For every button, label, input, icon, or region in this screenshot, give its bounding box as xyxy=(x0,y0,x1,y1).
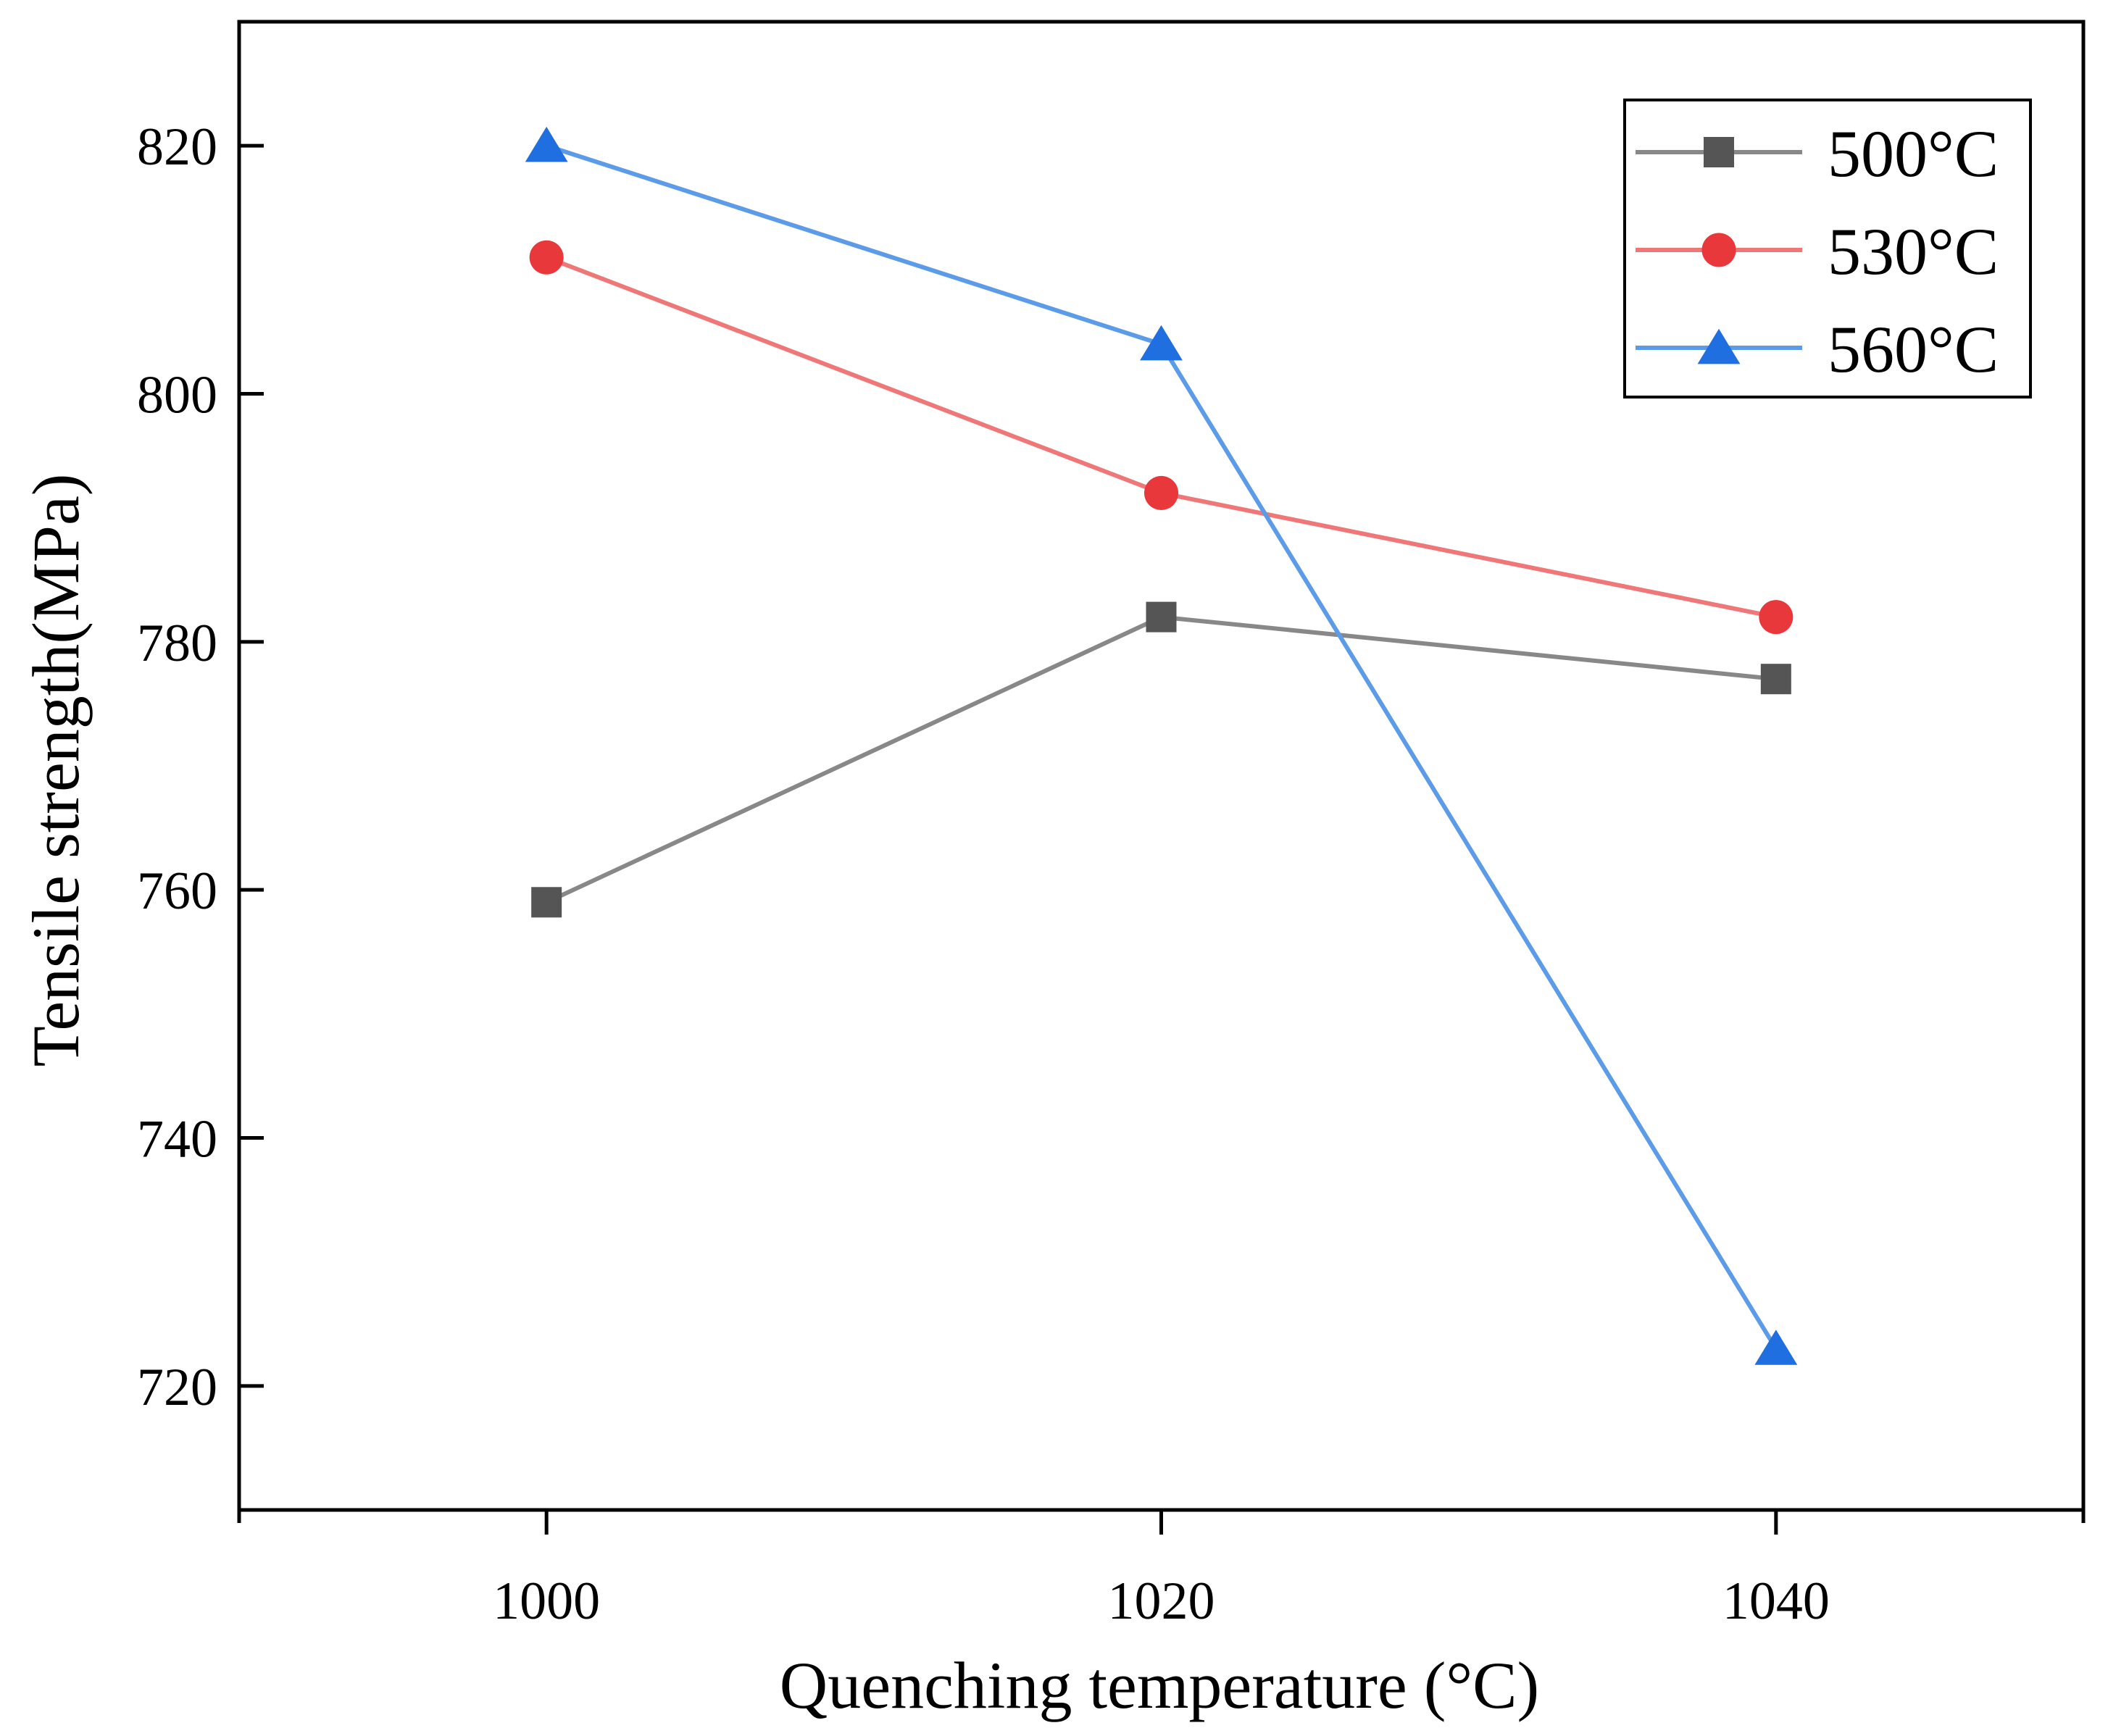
series-530°C xyxy=(529,240,1794,635)
series-500°C xyxy=(531,601,1791,918)
legend-label: 500°C xyxy=(1828,117,1999,191)
y-tick-label: 820 xyxy=(137,117,217,177)
y-tick-label: 740 xyxy=(137,1110,217,1169)
x-axis: 1000 1020 1040 xyxy=(237,1510,2086,1631)
y-tick-label: 780 xyxy=(137,614,217,673)
y-tick-label: 760 xyxy=(137,861,217,921)
legend-marker xyxy=(1701,233,1736,267)
x-axis-title: Quenching temperature (°C) xyxy=(780,1648,1539,1722)
y-tick-label: 800 xyxy=(137,366,217,425)
data-point xyxy=(529,240,564,275)
legend-item: 560°C xyxy=(1636,312,1999,386)
data-point xyxy=(525,126,568,162)
series-560°C xyxy=(525,126,1798,1365)
data-point xyxy=(1146,601,1177,633)
legend-item: 500°C xyxy=(1636,117,1999,191)
data-point xyxy=(1754,1330,1798,1365)
series-line xyxy=(546,255,1777,619)
y-tick-label: 720 xyxy=(137,1358,217,1417)
x-tick-label: 1040 xyxy=(1722,1572,1830,1631)
data-point xyxy=(1143,475,1179,510)
data-point xyxy=(1760,664,1791,695)
series-line xyxy=(545,614,1777,905)
y-axis-title: Tensile strength(MPa) xyxy=(19,474,93,1067)
legend: 500°C 530°C 560°C xyxy=(1623,99,2032,398)
legend-marker xyxy=(1697,328,1741,364)
data-point xyxy=(531,887,562,918)
legend-marker xyxy=(1704,137,1734,167)
x-tick-label: 1000 xyxy=(493,1572,600,1631)
series-layer xyxy=(525,126,1798,1365)
legend-label: 530°C xyxy=(1828,214,1999,288)
data-point xyxy=(1140,325,1183,361)
legend-label: 560°C xyxy=(1828,312,1999,386)
x-tick-label: 1020 xyxy=(1108,1572,1215,1631)
data-point xyxy=(1759,600,1794,635)
y-axis: 720 740 760 780 800 820 xyxy=(137,117,264,1417)
legend-item: 530°C xyxy=(1636,214,1999,288)
